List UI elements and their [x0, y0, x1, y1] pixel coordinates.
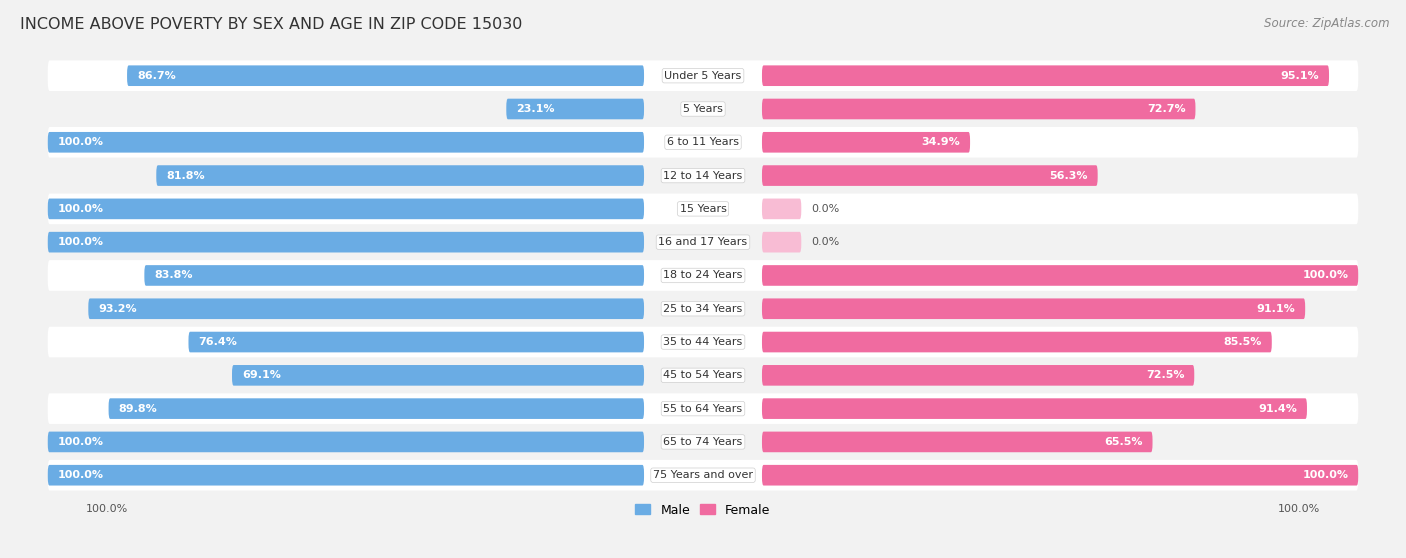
Text: 18 to 24 Years: 18 to 24 Years [664, 271, 742, 281]
FancyBboxPatch shape [48, 260, 1358, 291]
Text: Under 5 Years: Under 5 Years [665, 71, 741, 81]
FancyBboxPatch shape [127, 65, 644, 86]
Text: 12 to 14 Years: 12 to 14 Years [664, 171, 742, 181]
FancyBboxPatch shape [156, 165, 644, 186]
Text: 34.9%: 34.9% [921, 137, 960, 147]
Text: 0.0%: 0.0% [811, 237, 839, 247]
FancyBboxPatch shape [48, 232, 644, 252]
FancyBboxPatch shape [48, 460, 1358, 490]
Text: 100.0%: 100.0% [1278, 503, 1320, 513]
Text: 81.8%: 81.8% [166, 171, 205, 181]
Text: 65.5%: 65.5% [1104, 437, 1143, 447]
Legend: Male, Female: Male, Female [630, 499, 776, 522]
Text: 72.5%: 72.5% [1146, 371, 1184, 381]
Text: Source: ZipAtlas.com: Source: ZipAtlas.com [1264, 17, 1389, 30]
FancyBboxPatch shape [762, 165, 1098, 186]
FancyBboxPatch shape [48, 160, 1358, 191]
Text: 100.0%: 100.0% [58, 237, 104, 247]
FancyBboxPatch shape [145, 265, 644, 286]
Text: 16 and 17 Years: 16 and 17 Years [658, 237, 748, 247]
FancyBboxPatch shape [188, 331, 644, 352]
Text: 100.0%: 100.0% [86, 503, 128, 513]
FancyBboxPatch shape [762, 398, 1308, 419]
Text: 86.7%: 86.7% [136, 71, 176, 81]
FancyBboxPatch shape [762, 365, 1194, 386]
Text: INCOME ABOVE POVERTY BY SEX AND AGE IN ZIP CODE 15030: INCOME ABOVE POVERTY BY SEX AND AGE IN Z… [20, 17, 522, 32]
Text: 89.8%: 89.8% [118, 403, 157, 413]
FancyBboxPatch shape [762, 65, 1329, 86]
Text: 100.0%: 100.0% [1302, 271, 1348, 281]
FancyBboxPatch shape [762, 232, 801, 252]
Text: 23.1%: 23.1% [516, 104, 554, 114]
Text: 100.0%: 100.0% [1302, 470, 1348, 480]
Text: 75 Years and over: 75 Years and over [652, 470, 754, 480]
Text: 55 to 64 Years: 55 to 64 Years [664, 403, 742, 413]
FancyBboxPatch shape [48, 327, 1358, 357]
FancyBboxPatch shape [48, 199, 644, 219]
FancyBboxPatch shape [48, 431, 644, 452]
FancyBboxPatch shape [48, 360, 1358, 391]
FancyBboxPatch shape [762, 99, 1195, 119]
Text: 65 to 74 Years: 65 to 74 Years [664, 437, 742, 447]
Text: 83.8%: 83.8% [155, 271, 193, 281]
Text: 95.1%: 95.1% [1281, 71, 1319, 81]
Text: 25 to 34 Years: 25 to 34 Years [664, 304, 742, 314]
FancyBboxPatch shape [762, 199, 801, 219]
Text: 100.0%: 100.0% [58, 137, 104, 147]
Text: 5 Years: 5 Years [683, 104, 723, 114]
FancyBboxPatch shape [762, 431, 1153, 452]
FancyBboxPatch shape [48, 294, 1358, 324]
Text: 100.0%: 100.0% [58, 437, 104, 447]
FancyBboxPatch shape [48, 427, 1358, 457]
FancyBboxPatch shape [232, 365, 644, 386]
FancyBboxPatch shape [89, 299, 644, 319]
Text: 76.4%: 76.4% [198, 337, 238, 347]
Text: 91.4%: 91.4% [1258, 403, 1298, 413]
Text: 35 to 44 Years: 35 to 44 Years [664, 337, 742, 347]
FancyBboxPatch shape [48, 393, 1358, 424]
FancyBboxPatch shape [48, 60, 1358, 91]
Text: 72.7%: 72.7% [1147, 104, 1185, 114]
FancyBboxPatch shape [762, 265, 1358, 286]
FancyBboxPatch shape [48, 94, 1358, 124]
Text: 6 to 11 Years: 6 to 11 Years [666, 137, 740, 147]
FancyBboxPatch shape [108, 398, 644, 419]
FancyBboxPatch shape [506, 99, 644, 119]
Text: 45 to 54 Years: 45 to 54 Years [664, 371, 742, 381]
Text: 93.2%: 93.2% [98, 304, 136, 314]
FancyBboxPatch shape [762, 465, 1358, 485]
FancyBboxPatch shape [48, 227, 1358, 257]
FancyBboxPatch shape [48, 194, 1358, 224]
Text: 100.0%: 100.0% [58, 470, 104, 480]
FancyBboxPatch shape [48, 465, 644, 485]
Text: 69.1%: 69.1% [242, 371, 281, 381]
FancyBboxPatch shape [762, 132, 970, 152]
FancyBboxPatch shape [762, 331, 1272, 352]
Text: 91.1%: 91.1% [1257, 304, 1295, 314]
Text: 0.0%: 0.0% [811, 204, 839, 214]
Text: 56.3%: 56.3% [1049, 171, 1088, 181]
Text: 100.0%: 100.0% [58, 204, 104, 214]
Text: 85.5%: 85.5% [1223, 337, 1263, 347]
FancyBboxPatch shape [762, 299, 1305, 319]
FancyBboxPatch shape [48, 127, 1358, 157]
Text: 15 Years: 15 Years [679, 204, 727, 214]
FancyBboxPatch shape [48, 132, 644, 152]
